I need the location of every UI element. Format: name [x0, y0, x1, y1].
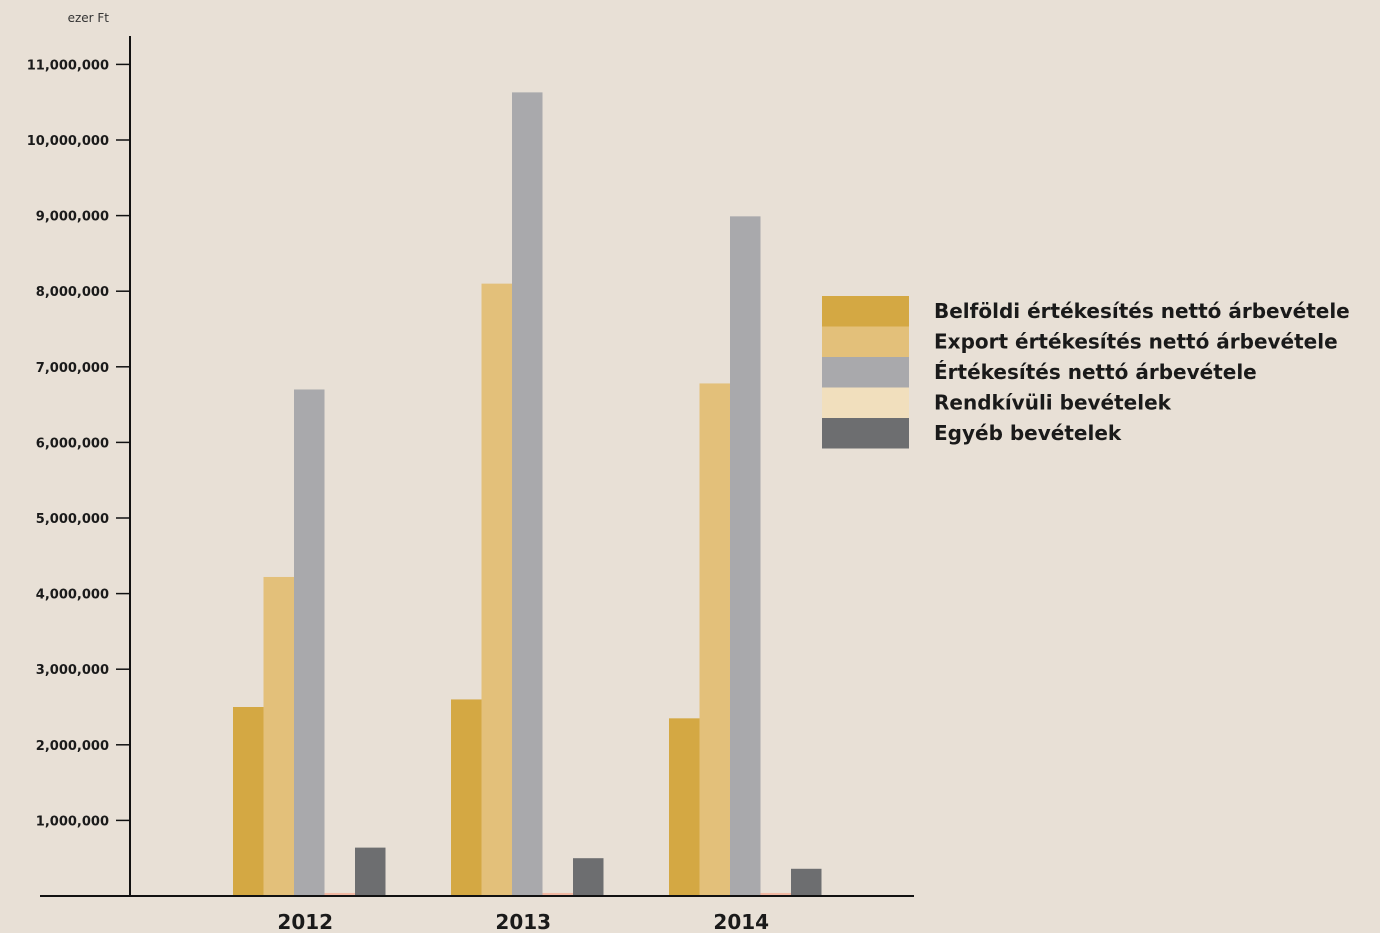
y-tick-label: 9,000,000 — [36, 210, 109, 225]
bar — [294, 389, 325, 896]
legend-label: Rendkívüli bevételek — [934, 391, 1172, 415]
y-tick-label: 7,000,000 — [36, 361, 109, 376]
bar — [512, 92, 543, 896]
bar — [669, 718, 700, 896]
y-tick-label: 2,000,000 — [36, 739, 109, 754]
bar — [481, 283, 512, 896]
legend-swatch — [822, 387, 909, 418]
legend-label: Egyéb bevételek — [934, 421, 1122, 445]
y-tick-label: 1,000,000 — [36, 814, 109, 829]
legend-swatch — [822, 326, 909, 357]
legend-swatch — [822, 296, 909, 327]
bar — [263, 576, 294, 896]
legend-label: Belföldi értékesítés nettó árbevétele — [934, 299, 1350, 323]
legend-label: Export értékesítés nettó árbevétele — [934, 330, 1338, 354]
x-tick-label: 2014 — [713, 910, 769, 933]
bar — [451, 699, 482, 896]
bar — [542, 892, 573, 896]
y-tick-label: 4,000,000 — [36, 588, 109, 603]
y-tick-label: 5,000,000 — [36, 512, 109, 527]
bar — [760, 892, 791, 896]
bar — [573, 858, 604, 896]
y-tick-label: 6,000,000 — [36, 436, 109, 451]
x-axis: 2012 2013 2014 — [40, 895, 914, 933]
bar — [791, 868, 822, 896]
y-unit-label: ezer Ft — [68, 11, 110, 25]
bar — [730, 216, 761, 896]
y-tick-label: 11,000,000 — [27, 58, 109, 73]
bar — [355, 847, 386, 896]
y-axis: 1,000,000 2,000,000 3,000,000 4,000,000 5,00… — [27, 36, 131, 897]
y-tick-label: 3,000,000 — [36, 663, 109, 678]
x-tick-label: 2012 — [277, 910, 333, 933]
bars — [233, 92, 822, 896]
y-tick-label: 10,000,000 — [27, 134, 109, 149]
bar — [233, 707, 264, 896]
legend-swatch — [822, 357, 909, 388]
legend-swatch — [822, 418, 909, 449]
bar-group-2014 — [669, 216, 822, 896]
bar-group-2012 — [233, 389, 386, 896]
legend: Belföldi értékesítés nettó árbevétele Exp… — [822, 296, 1350, 449]
bar — [699, 383, 730, 896]
legend-label: Értékesítés nettó árbevétele — [934, 360, 1257, 384]
y-tick-label: 8,000,000 — [36, 285, 109, 300]
bar — [324, 892, 355, 896]
bar-group-2013 — [451, 92, 604, 896]
x-tick-label: 2013 — [495, 910, 551, 933]
